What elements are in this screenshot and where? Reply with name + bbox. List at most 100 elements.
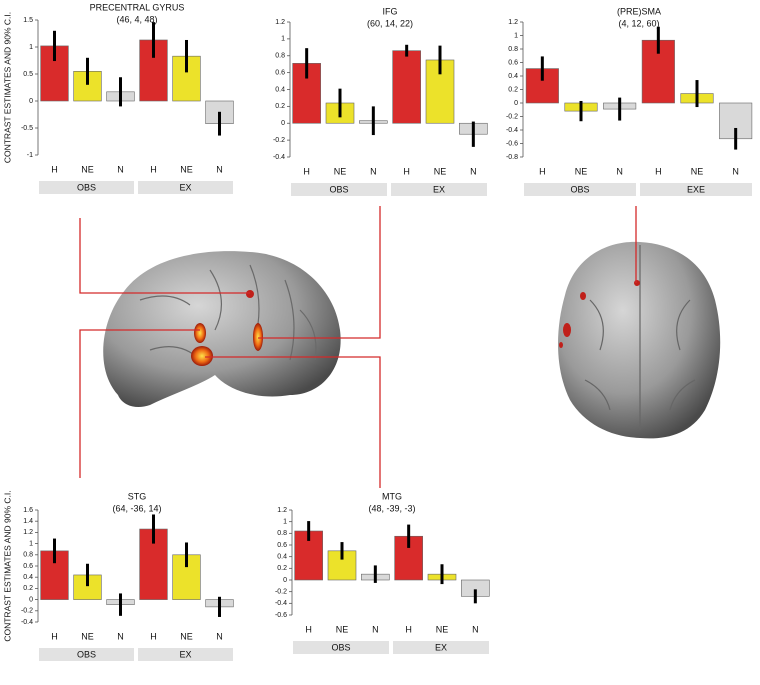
- group-band: [39, 181, 134, 194]
- x-tick-label: H: [655, 166, 662, 176]
- group-label: OBS: [77, 182, 96, 192]
- y-tick-label: 0: [514, 100, 518, 107]
- x-tick-label: H: [303, 166, 310, 176]
- chart-subtitle: (46, 4, 48): [116, 14, 157, 24]
- chart-subtitle: (64, -36, 14): [112, 503, 161, 513]
- group-band: [138, 181, 233, 194]
- y-tick-label: -0.4: [506, 127, 518, 134]
- chart-title: PRECENTRAL GYRUS: [90, 2, 185, 12]
- y-tick-label: 0.6: [23, 563, 33, 570]
- x-tick-label: N: [472, 624, 479, 634]
- x-tick-label: N: [372, 624, 379, 634]
- group-label: EX: [433, 184, 445, 194]
- y-tick-label: -0.6: [275, 612, 287, 619]
- group-label: OBS: [331, 642, 350, 652]
- y-tick-label: 0.2: [277, 565, 287, 572]
- y-tick-label: 0.4: [277, 554, 287, 561]
- y-tick-label: 0.8: [275, 53, 285, 60]
- x-tick-label: N: [117, 164, 124, 174]
- y-tick-label: 0.2: [23, 585, 33, 592]
- x-tick-label: H: [539, 166, 546, 176]
- y-tick-label: -0.2: [273, 137, 285, 144]
- y-tick-label: -0.2: [21, 608, 33, 615]
- group-label: EX: [179, 649, 191, 659]
- group-band: [293, 641, 389, 654]
- y-tick-label: 1.2: [508, 19, 518, 26]
- x-tick-label: NE: [81, 164, 94, 174]
- y-tick-label: 1.4: [23, 518, 33, 525]
- x-tick-label: H: [150, 164, 157, 174]
- x-tick-label: NE: [691, 166, 704, 176]
- x-tick-label: H: [150, 631, 157, 641]
- y-tick-label: -0.8: [506, 154, 518, 161]
- x-tick-label: NE: [334, 166, 347, 176]
- x-tick-label: N: [732, 166, 739, 176]
- x-tick-label: NE: [575, 166, 588, 176]
- y-tick-label: -0.4: [273, 154, 285, 161]
- connector-lines: [79, 206, 637, 488]
- x-tick-label: N: [117, 631, 124, 641]
- chart-title: (PRE)SMA: [617, 6, 661, 16]
- y-tick-label: 0: [281, 120, 285, 127]
- group-band: [524, 183, 636, 196]
- y-tick-label: -0.6: [506, 140, 518, 147]
- y-tick-label: 1.2: [275, 19, 285, 26]
- group-label: EX: [179, 182, 191, 192]
- y-tick-label: 0.2: [275, 103, 285, 110]
- group-label: EXE: [687, 184, 705, 194]
- y-tick-label: 0.4: [275, 86, 285, 93]
- y-tick-label: 0.6: [277, 542, 287, 549]
- y-tick-label: 0.4: [508, 73, 518, 80]
- x-tick-label: N: [470, 166, 477, 176]
- y-tick-label: -0.2: [506, 113, 518, 120]
- y-tick-label: -0.2: [275, 589, 287, 596]
- y-tick-label: 0.5: [23, 71, 33, 78]
- chart-title: IFG: [383, 6, 398, 16]
- y-tick-label: 1.2: [23, 529, 33, 536]
- y-tick-label: 1: [29, 540, 33, 547]
- x-tick-label: NE: [336, 624, 349, 634]
- chart-subtitle: (4, 12, 60): [618, 18, 659, 28]
- y-tick-label: 1: [514, 32, 518, 39]
- group-label: OBS: [77, 649, 96, 659]
- y-tick-label: 1: [283, 519, 287, 526]
- y-tick-label: 0.6: [275, 69, 285, 76]
- group-label: EX: [435, 642, 447, 652]
- y-axis-label: CONTRAST ESTIMATES AND 90% C.I.: [2, 490, 12, 641]
- y-tick-label: 0: [29, 98, 33, 105]
- chart-title: MTG: [382, 491, 402, 501]
- y-tick-label: -0.5: [21, 125, 33, 132]
- y-tick-label: 1: [281, 36, 285, 43]
- y-tick-label: 0.8: [277, 530, 287, 537]
- group-band: [39, 648, 134, 661]
- frontal-brain: [558, 241, 721, 439]
- y-axis-label: CONTRAST ESTIMATES AND 90% C.I.: [2, 12, 12, 163]
- x-tick-label: NE: [81, 631, 94, 641]
- y-tick-label: 0: [29, 596, 33, 603]
- y-tick-label: 0.2: [508, 86, 518, 93]
- x-tick-label: H: [405, 624, 412, 634]
- group-label: OBS: [329, 184, 348, 194]
- chart-title: STG: [128, 491, 147, 501]
- bar: [392, 50, 421, 124]
- y-tick-label: -1: [27, 152, 33, 159]
- group-label: OBS: [570, 184, 589, 194]
- x-tick-label: H: [51, 631, 58, 641]
- chart-subtitle: (48, -39, -3): [368, 503, 415, 513]
- y-tick-label: 1.2: [277, 507, 287, 514]
- x-tick-label: H: [305, 624, 312, 634]
- chart-subtitle: (60, 14, 22): [367, 18, 413, 28]
- group-band: [393, 641, 489, 654]
- y-tick-label: 0: [283, 577, 287, 584]
- y-tick-label: 0.8: [23, 552, 33, 559]
- x-tick-label: NE: [436, 624, 449, 634]
- group-band: [138, 648, 233, 661]
- x-tick-label: N: [216, 164, 223, 174]
- lateral-brain: [103, 251, 341, 407]
- y-tick-label: 0.6: [508, 59, 518, 66]
- x-tick-label: N: [370, 166, 377, 176]
- group-band: [640, 183, 752, 196]
- x-tick-label: N: [216, 631, 223, 641]
- y-tick-label: 1.5: [23, 17, 33, 24]
